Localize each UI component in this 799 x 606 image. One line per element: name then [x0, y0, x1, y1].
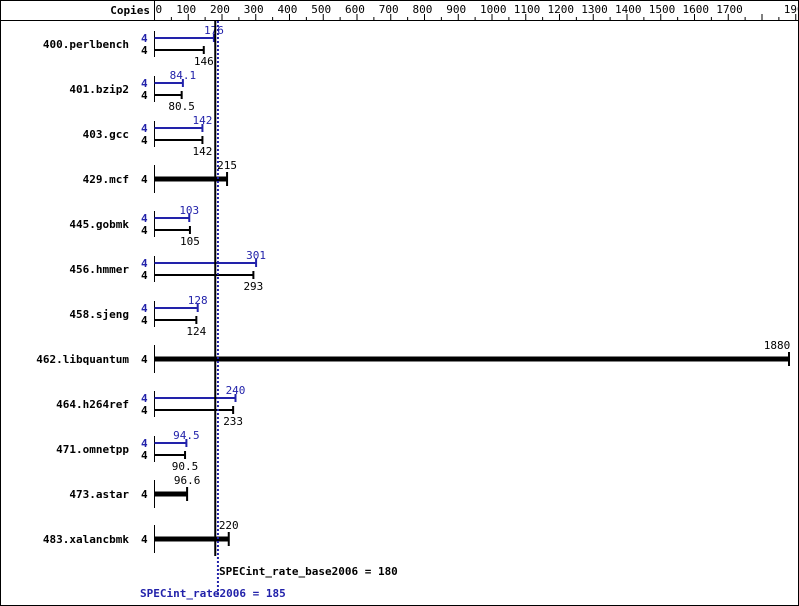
x-tick-label: 300 — [244, 3, 264, 16]
peak-copies: 4 — [141, 212, 148, 225]
base-copies: 4 — [141, 269, 148, 282]
x-tick-label: 1200 — [548, 3, 575, 16]
base-value-label: 293 — [243, 280, 263, 293]
benchmark-label: 458.sjeng — [69, 308, 129, 321]
benchmark-label: 401.bzip2 — [69, 83, 129, 96]
benchmark-label: 471.omnetpp — [56, 443, 129, 456]
base-copies: 4 — [141, 173, 148, 186]
peak-value-label: 103 — [179, 204, 199, 217]
benchmark-label: 464.h264ref — [56, 398, 129, 411]
base-copies: 4 — [141, 89, 148, 102]
benchmark-label: 456.hmmer — [69, 263, 129, 276]
base-value-label: 1880 — [764, 339, 791, 352]
peak-copies: 4 — [141, 437, 148, 450]
peak-value-label: 128 — [188, 294, 208, 307]
base-value-label: 124 — [186, 325, 206, 338]
x-tick-label: 1100 — [514, 3, 541, 16]
base-value-label: 96.6 — [174, 474, 201, 487]
x-tick-label: 0 — [156, 3, 163, 16]
x-tick-label: 1500 — [649, 3, 676, 16]
benchmark-label: 429.mcf — [83, 173, 129, 186]
peak-copies: 4 — [141, 392, 148, 405]
x-tick-label: 900 — [446, 3, 466, 16]
x-tick-label: 600 — [345, 3, 365, 16]
x-tick-label: 800 — [413, 3, 433, 16]
base-value-label: 105 — [180, 235, 200, 248]
peak-copies: 4 — [141, 77, 148, 90]
base-value-label: 142 — [192, 145, 212, 158]
x-tick-label: 1300 — [581, 3, 608, 16]
benchmark-label: 462.libquantum — [36, 353, 129, 366]
base-copies: 4 — [141, 134, 148, 147]
peak-value-label: 240 — [226, 384, 246, 397]
x-tick-label: 1000 — [480, 3, 507, 16]
benchmark-label: 473.astar — [69, 488, 129, 501]
x-tick-label: 400 — [278, 3, 298, 16]
peak-value-label: 142 — [192, 114, 212, 127]
x-tick-label: 1400 — [615, 3, 642, 16]
base-copies: 4 — [141, 314, 148, 327]
x-tick-label: 1900 — [784, 3, 799, 16]
base-copies: 4 — [141, 449, 148, 462]
x-tick-label: 1600 — [683, 3, 710, 16]
peak-value-label: 94.5 — [173, 429, 200, 442]
x-tick-label: 700 — [379, 3, 399, 16]
peak-value-label: 176 — [204, 24, 224, 37]
base-copies: 4 — [141, 404, 148, 417]
base-value-label: 146 — [194, 55, 214, 68]
base-copies: 4 — [141, 353, 148, 366]
copies-header: Copies — [110, 4, 150, 17]
peak-copies: 4 — [141, 122, 148, 135]
peak-value-label: 84.1 — [170, 69, 197, 82]
benchmark-label: 400.perlbench — [43, 38, 129, 51]
peak-copies: 4 — [141, 32, 148, 45]
benchmark-label: 403.gcc — [83, 128, 129, 141]
peak-copies: 4 — [141, 257, 148, 270]
peak-copies: 4 — [141, 302, 148, 315]
base-copies: 4 — [141, 44, 148, 57]
base-value-label: 215 — [217, 159, 237, 172]
base-copies: 4 — [141, 224, 148, 237]
base-copies: 4 — [141, 488, 148, 501]
peak-reference-label: SPECint_rate2006 = 185 — [140, 587, 286, 600]
base-reference-label: SPECint_rate_base2006 = 180 — [219, 565, 398, 578]
x-tick-label: 100 — [176, 3, 196, 16]
base-value-label: 90.5 — [172, 460, 199, 473]
peak-value-label: 301 — [246, 249, 266, 262]
base-value-label: 233 — [223, 415, 243, 428]
benchmark-label: 483.xalancbmk — [43, 533, 129, 546]
benchmark-label: 445.gobmk — [69, 218, 129, 231]
x-tick-label: 200 — [210, 3, 230, 16]
base-value-label: 80.5 — [168, 100, 195, 113]
base-copies: 4 — [141, 533, 148, 546]
x-tick-label: 1700 — [716, 3, 743, 16]
x-tick-label: 500 — [311, 3, 331, 16]
base-value-label: 220 — [219, 519, 239, 532]
